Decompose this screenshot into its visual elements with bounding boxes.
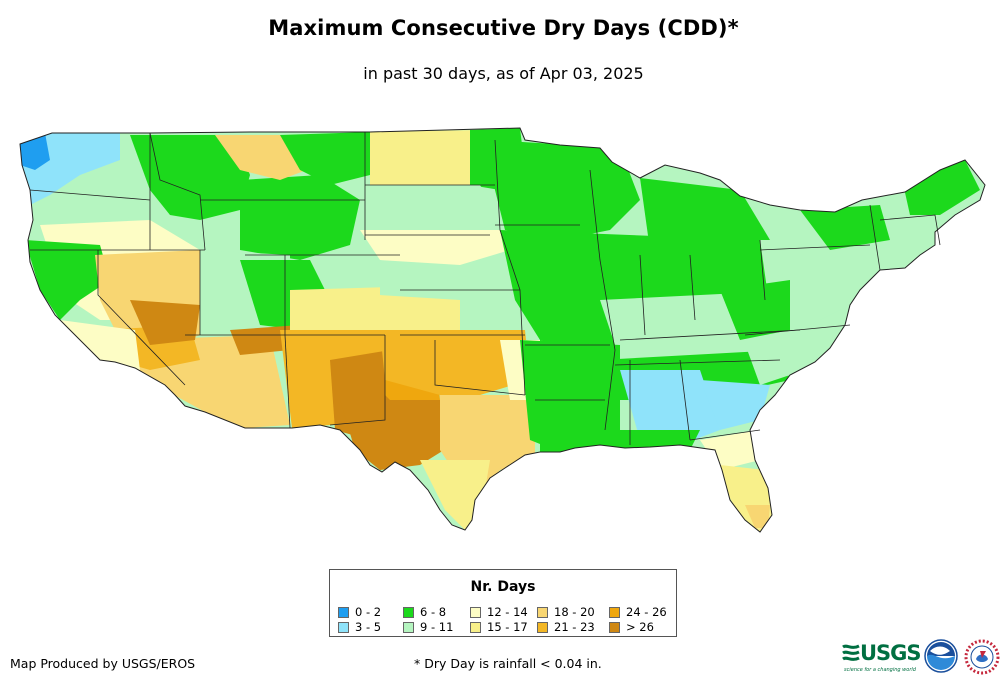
region-appalachia — [720, 280, 790, 340]
region-sd — [360, 185, 500, 240]
boundary-new-england — [879, 214, 941, 246]
region-mt-ne — [280, 132, 370, 185]
region-s-plains — [380, 330, 530, 395]
boundary-al-ga — [679, 359, 691, 441]
usgs-wordmark: USGS — [860, 641, 922, 665]
boundary-wa-or — [29, 189, 151, 201]
boundary-ny-ne — [869, 204, 881, 271]
map-credit: Map Produced by USGS/EROS — [10, 656, 196, 671]
legend-item: 6 - 8 — [403, 605, 446, 619]
legend-swatch — [338, 607, 349, 618]
nws-logo-icon — [964, 639, 1000, 675]
legend-label: 0 - 2 — [355, 605, 382, 619]
legend-label: 3 - 5 — [355, 620, 382, 634]
legend-title: Nr. Days — [470, 579, 536, 595]
region-wa-west — [20, 133, 50, 170]
legend-item: 18 - 20 — [537, 605, 595, 619]
region-carolinas — [740, 320, 840, 385]
legend-item: 0 - 2 — [338, 605, 381, 619]
legend-swatch — [609, 607, 620, 618]
boundary-mississippi — [589, 169, 616, 431]
usgs-wave-icon — [842, 644, 860, 661]
boundary-ok-tx — [434, 340, 526, 396]
region-nd — [370, 130, 490, 190]
region-fl-keys — [745, 505, 770, 528]
legend-label: 6 - 8 — [420, 605, 447, 619]
legend-swatch — [470, 622, 481, 633]
legend-label: 21 - 23 — [554, 620, 595, 634]
region-southeast-wet — [620, 370, 720, 445]
region-great-lakes — [640, 178, 770, 260]
region-ar-la — [540, 340, 610, 430]
boundary-id-mt — [149, 132, 206, 251]
boundary-ga-fl — [689, 429, 761, 441]
region-upper-midwest — [490, 140, 640, 240]
legend-label: 24 - 26 — [626, 605, 667, 619]
map-subtitle: in past 30 days, as of Apr 03, 2025 — [363, 64, 644, 83]
legend-item: 9 - 11 — [403, 620, 453, 634]
cdd-regions — [20, 128, 985, 532]
region-n-rockies — [240, 175, 360, 260]
map-title: Maximum Consecutive Dry Days (CDD)* — [268, 16, 739, 40]
legend-swatch — [403, 622, 414, 633]
legend-swatch — [470, 607, 481, 618]
region-upstate-ny — [800, 205, 890, 250]
usgs-tagline: science for a changing world — [844, 667, 916, 673]
region-ne — [360, 230, 510, 265]
boundary-tn-south — [614, 359, 781, 366]
legend-label: 15 - 17 — [487, 620, 528, 634]
legend-swatch — [609, 622, 620, 633]
boundary-in-oh — [689, 254, 696, 321]
legend-label: 9 - 11 — [420, 620, 454, 634]
region-id-mt — [130, 135, 250, 220]
legend-item: 12 - 14 — [470, 605, 528, 619]
state-boundaries — [29, 132, 941, 445]
region-ga-sc — [700, 380, 770, 430]
noaa-logo-icon — [924, 639, 958, 673]
boundary-plains-east — [494, 139, 526, 396]
usgs-logo: USGS science for a changing world — [842, 641, 922, 675]
legend-label: 12 - 14 — [487, 605, 528, 619]
cdd-map — [19, 127, 986, 533]
legend-swatch — [338, 622, 349, 633]
boundary-ca-nv — [97, 250, 186, 386]
agency-logos: USGS science for a changing world — [842, 637, 1002, 685]
legend-swatch — [537, 622, 548, 633]
region-s-cal — [60, 320, 140, 370]
legend-item: > 26 — [609, 620, 654, 634]
legend-label: 18 - 20 — [554, 605, 595, 619]
boundary-pa-ny — [759, 244, 871, 251]
legend-item: 21 - 23 — [537, 620, 595, 634]
legend-swatch — [403, 607, 414, 618]
boundary-il-in — [639, 254, 646, 336]
region-ks — [380, 250, 525, 300]
dry-day-footnote: * Dry Day is rainfall < 0.04 in. — [414, 656, 602, 671]
boundary-va-nc — [744, 324, 851, 336]
region-s-texas — [420, 460, 490, 530]
region-w-texas — [340, 400, 460, 470]
boundary-az-nm — [284, 334, 291, 429]
region-n-california — [25, 240, 110, 320]
legend-swatch — [537, 607, 548, 618]
legend-item: 3 - 5 — [338, 620, 381, 634]
legend-item: 15 - 17 — [470, 620, 528, 634]
boundary-ky-tn — [619, 329, 801, 341]
legend-label: > 26 — [626, 620, 654, 634]
legend-item: 24 - 26 — [609, 605, 667, 619]
region-sw-desert-hot — [130, 300, 200, 345]
boundary-nm-tx — [329, 335, 386, 426]
